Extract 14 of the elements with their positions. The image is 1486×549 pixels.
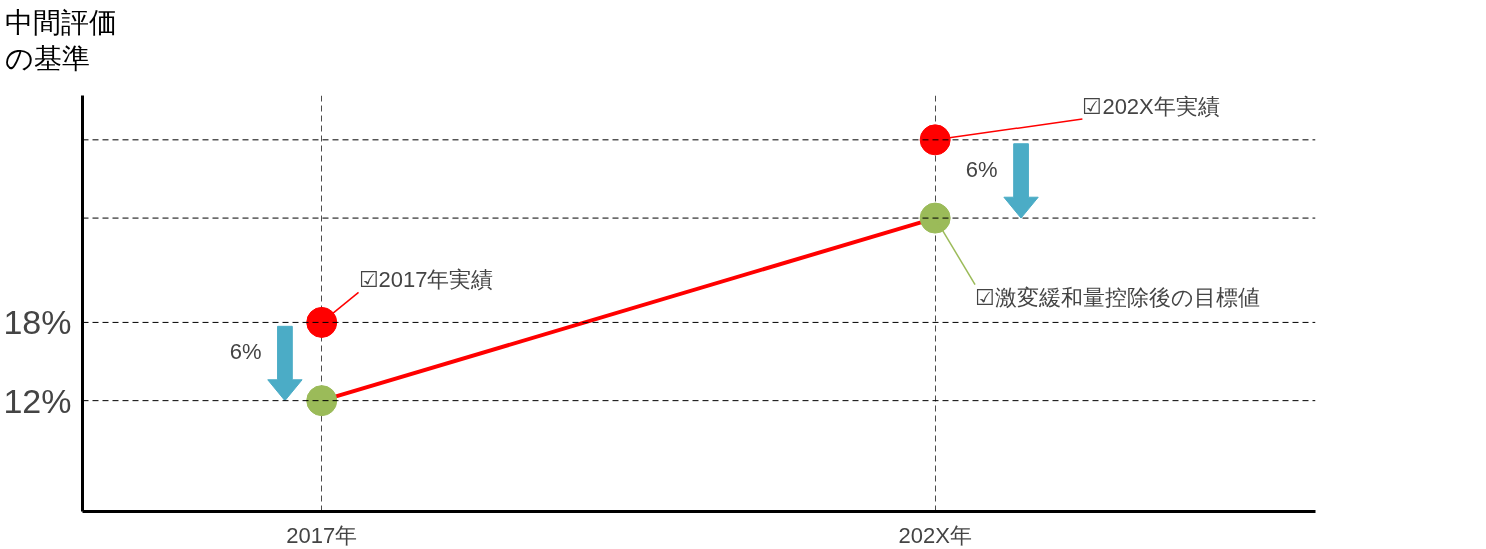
annotation: ☑激変緩和量控除後の目標値 (975, 284, 1261, 310)
point (306, 385, 338, 417)
y-axis-title: 中間評価の基準 (5, 6, 118, 77)
annotation: 6% (229, 339, 262, 365)
x-tick-label: 2017年 (286, 522, 358, 548)
annotation: ☑202X年実績 (1082, 93, 1220, 119)
point (919, 124, 951, 156)
point (919, 202, 951, 234)
annotation: 6% (965, 156, 998, 182)
point (306, 306, 338, 338)
y-tick-label: 12% (3, 381, 72, 420)
x-tick-label: 202X年 (898, 522, 972, 548)
y-tick-label: 18% (3, 303, 72, 342)
annotation: ☑2017年実績 (358, 267, 494, 293)
